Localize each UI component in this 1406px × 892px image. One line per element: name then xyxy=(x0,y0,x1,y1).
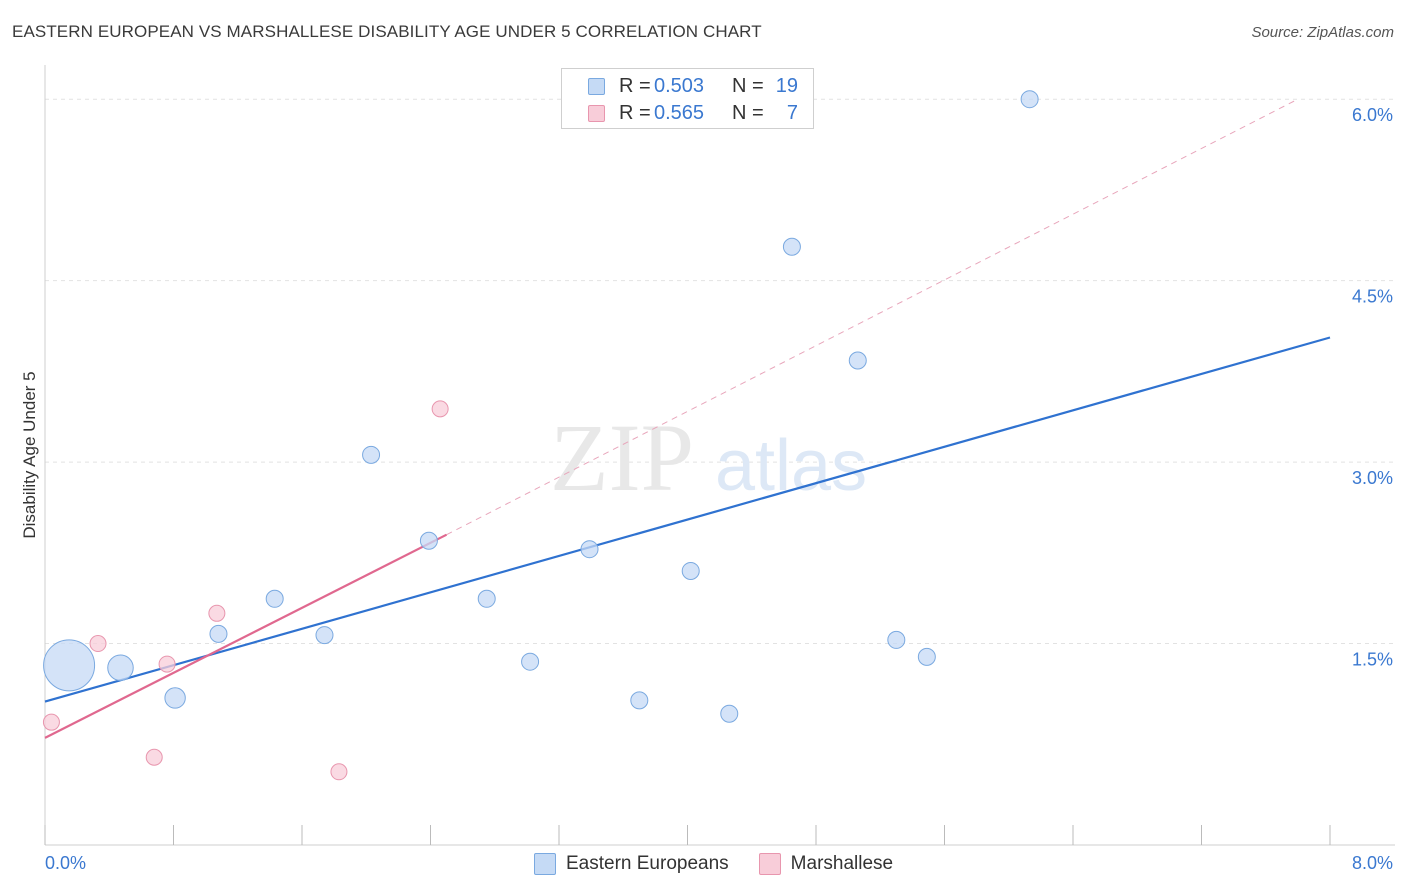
marshallese-point xyxy=(330,763,348,781)
eastern-europeans-point xyxy=(1020,90,1039,109)
legend-series: Eastern Europeans Marshallese xyxy=(534,851,923,877)
legend-label: Marshallese xyxy=(790,853,894,874)
eastern-europeans-point xyxy=(315,626,334,645)
y-tick-label: 4.5% xyxy=(1352,287,1393,307)
chart-title: EASTERN EUROPEAN VS MARSHALLESE DISABILI… xyxy=(12,22,762,41)
legend-item-eastern-europeans[interactable]: Eastern Europeans xyxy=(534,853,729,875)
watermark-zip: ZIP xyxy=(550,404,694,511)
eastern-europeans-point xyxy=(580,540,599,559)
eastern-europeans-point xyxy=(681,561,700,580)
legend-correlation: R = 0.503 N = 19 R = 0.565 N = 7 xyxy=(561,68,814,129)
marshallese-trend-line xyxy=(44,533,448,739)
eastern-europeans-point xyxy=(720,704,739,723)
x-tick-label: 0.0% xyxy=(45,853,86,873)
legend-row-eastern-europeans: R = 0.503 N = 19 xyxy=(588,73,798,99)
source-label: Source: ZipAtlas.com xyxy=(1251,24,1394,41)
legend-swatch-blue xyxy=(534,853,556,875)
y-axis-label: Disability Age Under 5 xyxy=(20,371,39,538)
eastern-europeans-point xyxy=(917,647,936,666)
legend-r-label: R = xyxy=(619,74,651,97)
eastern-europeans-point xyxy=(521,652,540,671)
y-tick-label: 3.0% xyxy=(1352,468,1393,488)
y-tick-label: 1.5% xyxy=(1352,650,1393,670)
legend-r-label: R = xyxy=(619,101,651,124)
eastern-europeans-point xyxy=(362,445,381,464)
marshallese-point xyxy=(42,713,60,731)
marshallese-point xyxy=(208,604,226,622)
legend-n-label: N = xyxy=(732,101,764,124)
eastern-europeans-point xyxy=(887,630,906,649)
marshallese-point xyxy=(431,400,449,418)
legend-swatch-pink xyxy=(758,853,781,875)
legend-n-value: 19 xyxy=(775,74,798,97)
x-tick-label: 8.0% xyxy=(1352,853,1393,873)
legend-r-value: 0.503 xyxy=(654,74,705,97)
legend-swatch-blue xyxy=(588,77,605,95)
eastern-europeans-point xyxy=(419,531,438,550)
legend-row-marshallese: R = 0.565 N = 7 xyxy=(588,100,798,126)
eastern-europeans-trend-line xyxy=(44,336,1331,703)
marshallese-point xyxy=(89,635,107,653)
eastern-europeans-point xyxy=(477,589,496,608)
legend-r-value: 0.565 xyxy=(654,101,705,124)
marshallese-point xyxy=(158,655,176,673)
eastern-europeans-point xyxy=(107,654,134,681)
marshallese-trend-extension xyxy=(446,98,1299,536)
y-tick-label: 6.0% xyxy=(1352,105,1393,125)
eastern-europeans-point xyxy=(848,351,867,370)
eastern-europeans-point xyxy=(265,589,284,608)
legend-label: Eastern Europeans xyxy=(566,853,729,874)
legend-n-label: N = xyxy=(732,74,764,97)
watermark-atlas: atlas xyxy=(715,426,867,506)
marshallese-point xyxy=(145,748,163,766)
legend-swatch-pink xyxy=(588,104,605,122)
legend-n-value: 7 xyxy=(786,101,798,124)
eastern-europeans-point xyxy=(630,691,649,710)
legend-item-marshallese[interactable]: Marshallese xyxy=(758,853,894,875)
eastern-europeans-point xyxy=(782,237,801,256)
eastern-europeans-point xyxy=(164,687,186,709)
eastern-europeans-point xyxy=(209,624,228,643)
eastern-europeans-point xyxy=(43,639,96,692)
